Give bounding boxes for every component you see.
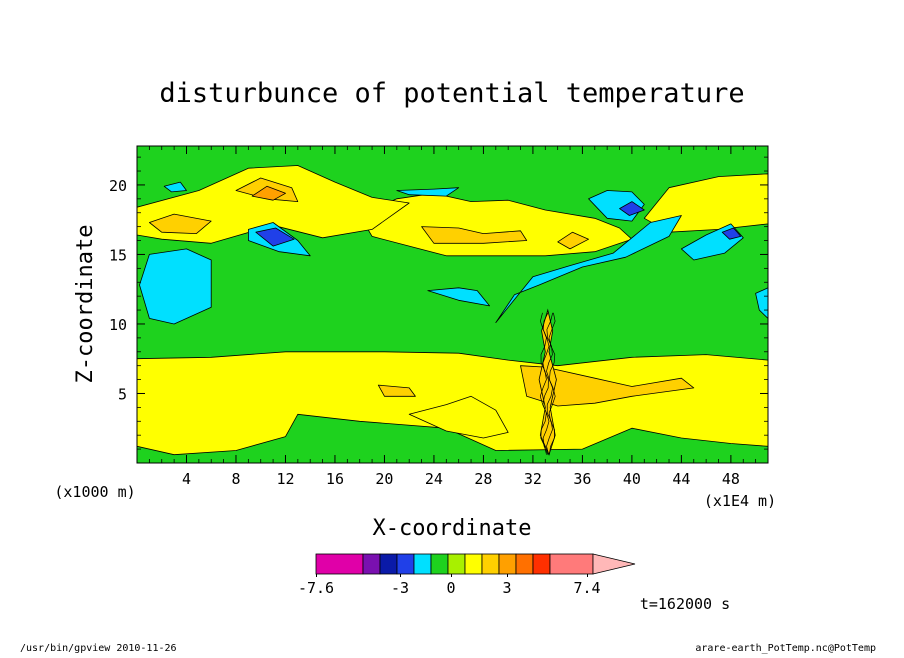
plot-frame bbox=[136, 145, 769, 464]
colorbar-label: -3 bbox=[391, 579, 409, 597]
colorbar-label: 7.4 bbox=[573, 579, 600, 597]
y-tick-label: 5 bbox=[118, 385, 127, 403]
contour-region-negative-weak bbox=[427, 287, 491, 307]
x-tick-label: 44 bbox=[672, 470, 690, 488]
colorbar-swatch bbox=[379, 553, 398, 575]
x-tick-label: 32 bbox=[524, 470, 542, 488]
x-tick-label: 48 bbox=[722, 470, 740, 488]
x-tick-label: 8 bbox=[231, 470, 240, 488]
colorbar-swatch bbox=[396, 553, 415, 575]
footer-right: arare-earth_PotTemp.nc@PotTemp bbox=[695, 643, 876, 654]
contour-region-positive-strong bbox=[251, 185, 286, 201]
contour-region-negative-weak bbox=[755, 287, 768, 319]
x-tick-label: 36 bbox=[573, 470, 591, 488]
contour-region-positive-mid bbox=[377, 384, 416, 397]
x-tick-label: 12 bbox=[276, 470, 294, 488]
footer-left: /usr/bin/gpview 2010-11-26 bbox=[20, 643, 177, 654]
colorbar-extend-arrow bbox=[592, 553, 636, 575]
contour-region-negative-weak bbox=[495, 215, 682, 324]
contour-region-positive-mid bbox=[421, 226, 528, 244]
colorbar-label: 0 bbox=[446, 579, 455, 597]
chart-title: disturbunce of potential temperature bbox=[159, 78, 744, 109]
colorbar-swatch bbox=[532, 553, 551, 575]
x-unit-right: (x1E4 m) bbox=[704, 492, 776, 510]
x-tick-label: 4 bbox=[182, 470, 191, 488]
x-tick-label: 28 bbox=[474, 470, 492, 488]
y-axis-ticks: 5 10 15 20 bbox=[109, 156, 768, 450]
contour-region-positive-weak bbox=[408, 395, 509, 439]
contour-region-negative-weak bbox=[163, 181, 187, 193]
contour-region-negative-mid bbox=[255, 227, 295, 247]
y-tick-label: 20 bbox=[109, 177, 127, 195]
x-unit-left: (x1000 m) bbox=[54, 483, 135, 501]
x-axis-label: X-coordinate bbox=[373, 516, 532, 541]
updraft-contour-line bbox=[542, 312, 550, 455]
contour-region-negative-mid bbox=[721, 227, 742, 240]
plot-area bbox=[137, 146, 768, 463]
contour-regions bbox=[137, 165, 768, 456]
contour-region-negative-weak bbox=[139, 248, 212, 325]
colorbar-swatch bbox=[430, 553, 449, 575]
contour-region-positive-mid bbox=[148, 213, 212, 235]
y-axis-label: Z-coordinate bbox=[73, 225, 98, 384]
y-tick-label: 10 bbox=[109, 316, 127, 334]
time-label: t=162000 s bbox=[640, 595, 730, 613]
x-tick-label: 24 bbox=[425, 470, 443, 488]
colorbar-swatch bbox=[498, 553, 517, 575]
updraft-core bbox=[538, 308, 557, 456]
colorbar-swatch bbox=[315, 553, 364, 575]
colorbar-swatch bbox=[515, 553, 534, 575]
colorbar-swatch bbox=[413, 553, 432, 575]
contour-region-positive-mid bbox=[557, 231, 589, 250]
colorbar-swatch bbox=[464, 553, 483, 575]
contour-region-negative-mid bbox=[619, 201, 645, 216]
updraft-contour-line bbox=[548, 312, 556, 455]
updraft-column bbox=[538, 308, 557, 456]
x-tick-label: 20 bbox=[375, 470, 393, 488]
x-tick-label: 16 bbox=[326, 470, 344, 488]
colorbar-swatch bbox=[549, 553, 594, 575]
colorbar-swatch bbox=[447, 553, 466, 575]
colorbar: -7.6 -3 0 3 7.4 bbox=[298, 553, 636, 597]
colorbar-label: -7.6 bbox=[298, 579, 334, 597]
contour-region-negative-weak bbox=[396, 187, 460, 197]
colorbar-swatch bbox=[362, 553, 381, 575]
y-tick-label: 15 bbox=[109, 246, 127, 264]
x-tick-label: 40 bbox=[623, 470, 641, 488]
colorbar-label: 3 bbox=[502, 579, 511, 597]
colorbar-swatch bbox=[481, 553, 500, 575]
x-axis-ticks: 4 8 12 16 20 24 28 32 36 40 44 48 bbox=[148, 146, 757, 488]
